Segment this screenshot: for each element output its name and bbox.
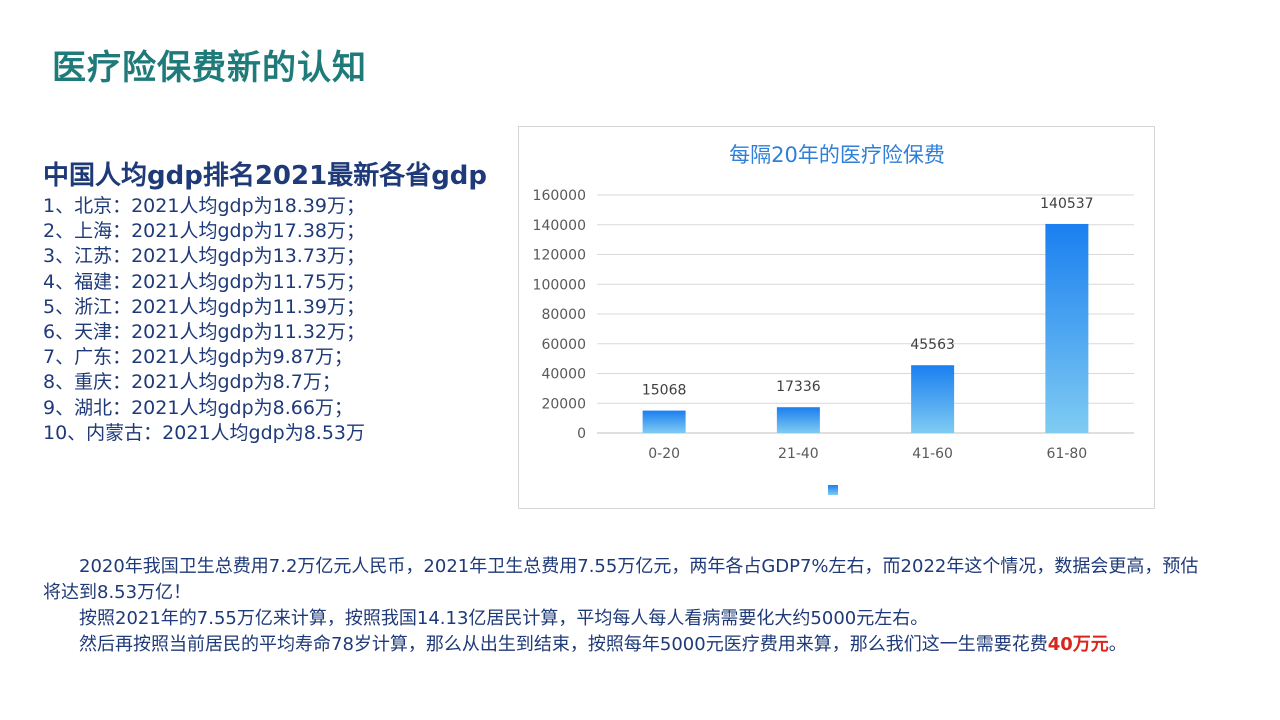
x-tick-label: 61-80	[1047, 446, 1088, 462]
data-label: 17336	[776, 379, 821, 395]
x-tick-label: 0-20	[648, 446, 680, 462]
y-tick-label: 160000	[533, 188, 586, 204]
list-item: 10、内蒙古：2021人均gdp为8.53万	[43, 421, 366, 444]
bar-0-20	[642, 410, 686, 433]
data-label: 140537	[1040, 196, 1093, 212]
y-tick-label: 120000	[533, 248, 586, 264]
data-label: 15068	[642, 383, 687, 399]
data-label: 45563	[910, 337, 955, 353]
list-item: 2、上海：2021人均gdp为17.38万；	[43, 220, 366, 243]
paragraph-3-text: 然后再按照当前居民的平均寿命78岁计算，那么从出生到结束，按照每年5000元医疗…	[79, 634, 1048, 655]
bar-21-40	[776, 407, 820, 433]
list-item: 1、北京：2021人均gdp为18.39万；	[43, 195, 366, 217]
page-title: 医疗险保费新的认知	[52, 48, 367, 88]
premium-chart: 每隔20年的医疗险保费 0 20000 40000 60000 80000 100000 1…	[518, 126, 1155, 509]
x-tick-label: 41-60	[912, 446, 953, 462]
y-tick-label: 40000	[541, 367, 586, 383]
paragraph-1: 2020年我国卫生总费用7.2万亿元人民币，2021年卫生总费用7.55万亿元，…	[43, 556, 1199, 603]
gdp-ranking-list: 1、北京：2021人均gdp为18.39万； 2、上海：2021人均gdp为17…	[43, 194, 503, 446]
list-item: 6、天津：2021人均gdp为11.32万；	[43, 321, 366, 344]
highlight-amount: 40万元	[1047, 634, 1109, 655]
bar-41-60	[911, 365, 955, 433]
list-item: 3、江苏：2021人均gdp为13.73万；	[43, 245, 366, 268]
y-tick-label: 0	[577, 426, 586, 442]
list-item: 9、湖北：2021人均gdp为8.66万；	[43, 396, 353, 419]
list-item: 5、浙江：2021人均gdp为11.39万；	[43, 295, 366, 318]
y-tick-label: 140000	[533, 218, 586, 234]
x-tick-label: 21-40	[778, 446, 819, 462]
list-item: 7、广东：2021人均gdp为9.87万；	[43, 346, 353, 369]
chart-title: 每隔20年的医疗险保费	[729, 143, 945, 167]
legend-swatch	[828, 485, 838, 495]
gdp-ranking-heading: 中国人均gdp排名2021最新各省gdp	[43, 161, 488, 191]
gdp-ranking-panel: 中国人均gdp排名2021最新各省gdp 1、北京：2021人均gdp为18.3…	[43, 155, 503, 446]
y-tick-label: 60000	[541, 337, 586, 353]
y-tick-label: 100000	[533, 277, 586, 293]
premium-bar-chart: 每隔20年的医疗险保费 0 20000 40000 60000 80000 100000 1…	[533, 143, 1134, 495]
bar-61-80	[1045, 223, 1089, 433]
paragraph-3-end: 。	[1108, 634, 1127, 655]
list-item: 8、重庆：2021人均gdp为8.7万；	[43, 371, 341, 394]
list-item: 4、福建：2021人均gdp为11.75万；	[43, 270, 366, 293]
paragraph-3: 然后再按照当前居民的平均寿命78岁计算，那么从出生到结束，按照每年5000元医疗…	[43, 632, 1203, 658]
y-tick-label: 20000	[541, 396, 586, 412]
paragraph-2: 按照2021年的7.55万亿来计算，按照我国14.13亿居民计算，平均每人每人看…	[79, 608, 929, 629]
explanation-text: 2020年我国卫生总费用7.2万亿元人民币，2021年卫生总费用7.55万亿元，…	[43, 554, 1203, 658]
y-tick-label: 80000	[541, 307, 586, 323]
